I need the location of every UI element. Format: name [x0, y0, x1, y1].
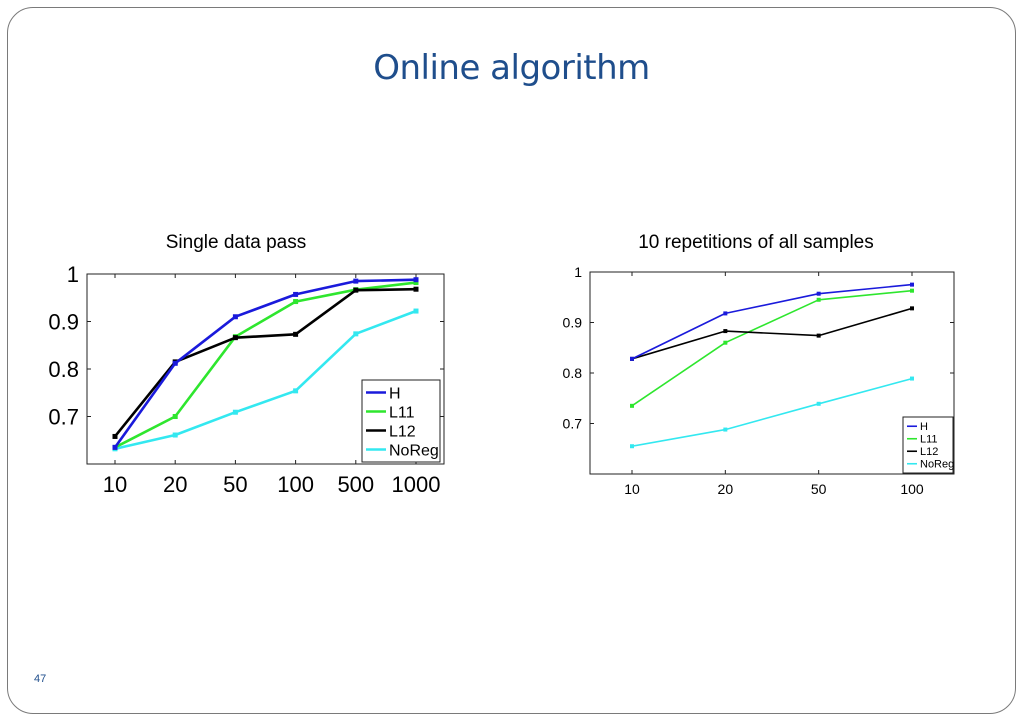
legend-label-l12: L12: [920, 446, 938, 458]
legend-label-l11: L11: [920, 434, 938, 446]
data-point-noreg: [293, 388, 299, 394]
data-point-h: [353, 278, 359, 284]
data-point-l11: [630, 403, 634, 408]
x-tick-label: 100: [277, 472, 314, 497]
page-number: 47: [34, 673, 47, 685]
data-point-l12: [353, 287, 359, 293]
x-tick-label: 10: [103, 472, 127, 497]
data-point-h: [172, 360, 178, 366]
y-tick-label: 1: [574, 264, 582, 280]
legend-label-noreg: NoReg: [920, 459, 954, 471]
data-point-l11: [172, 414, 178, 419]
series-line-noreg: [631, 377, 913, 447]
series-line-l12: [631, 307, 913, 360]
data-point-l12: [413, 286, 419, 292]
x-tick-label: 20: [718, 481, 734, 497]
data-point-noreg: [816, 401, 821, 406]
y-tick-label: 0.7: [48, 404, 79, 429]
legend-label-h: H: [389, 385, 401, 402]
x-tick-label: 20: [163, 472, 187, 497]
x-tick-label: 50: [223, 472, 247, 497]
data-point-noreg: [232, 409, 238, 415]
data-point-h: [112, 444, 118, 450]
slide-title: Online algorithm: [373, 48, 650, 88]
data-point-h: [630, 356, 634, 361]
data-point-l12: [816, 333, 821, 338]
data-point-l11: [910, 288, 914, 293]
y-tick-label: 1: [67, 262, 79, 287]
data-point-l11: [293, 299, 299, 305]
y-tick-label: 0.7: [563, 416, 583, 432]
data-point-l12: [910, 306, 914, 311]
series-line-h: [631, 283, 913, 360]
y-tick-label: 0.8: [48, 357, 79, 382]
series-line-l12: [113, 287, 417, 438]
y-tick-label: 0.9: [563, 315, 583, 331]
chart-title-single-data-pass: Single data pass: [165, 232, 307, 253]
y-tick-label: 0.9: [48, 309, 79, 334]
data-point-noreg: [723, 427, 728, 432]
data-point-h: [413, 277, 419, 283]
chart-single-data-pass: 0.7 0.8 0.9 1 10 20 50 100 500 1000 H L11 L12 NoReg: [48, 262, 445, 497]
data-point-l11: [723, 340, 728, 345]
data-point-l12: [232, 335, 238, 341]
data-point-h: [816, 291, 821, 296]
series-line-l11: [631, 289, 913, 407]
data-point-h: [293, 291, 299, 297]
data-point-h: [723, 311, 728, 316]
data-point-l11: [816, 297, 821, 302]
x-tick-label: 500: [337, 472, 374, 497]
data-point-l12: [293, 331, 299, 337]
data-point-h: [232, 314, 238, 320]
plot-area: [589, 271, 955, 475]
legend-label-l12: L12: [389, 423, 416, 440]
legend-label-l11: L11: [389, 404, 415, 421]
series-line-h: [113, 278, 417, 449]
data-point-noreg: [413, 308, 419, 314]
data-point-noreg: [353, 331, 359, 337]
series-line-l11: [114, 281, 417, 449]
data-point-l12: [723, 329, 728, 334]
x-tick-label: 1000: [392, 472, 441, 497]
data-point-noreg: [910, 376, 914, 381]
y-tick-label: 0.8: [563, 365, 583, 381]
x-tick-label: 50: [811, 481, 827, 497]
data-point-noreg: [630, 444, 634, 449]
series-line-noreg: [114, 309, 417, 451]
legend-label-noreg: NoReg: [389, 442, 439, 459]
x-tick-label: 100: [900, 481, 924, 497]
legend-label-h: H: [920, 421, 928, 433]
x-tick-label: 10: [624, 481, 640, 497]
data-point-h: [910, 282, 914, 287]
data-point-l12: [112, 433, 118, 439]
legend: H L11 L12 NoReg: [361, 379, 441, 463]
data-point-noreg: [172, 432, 178, 438]
data-point-l11: [413, 280, 419, 286]
chart-title-10-repetitions: 10 repetitions of all samples: [638, 232, 874, 253]
